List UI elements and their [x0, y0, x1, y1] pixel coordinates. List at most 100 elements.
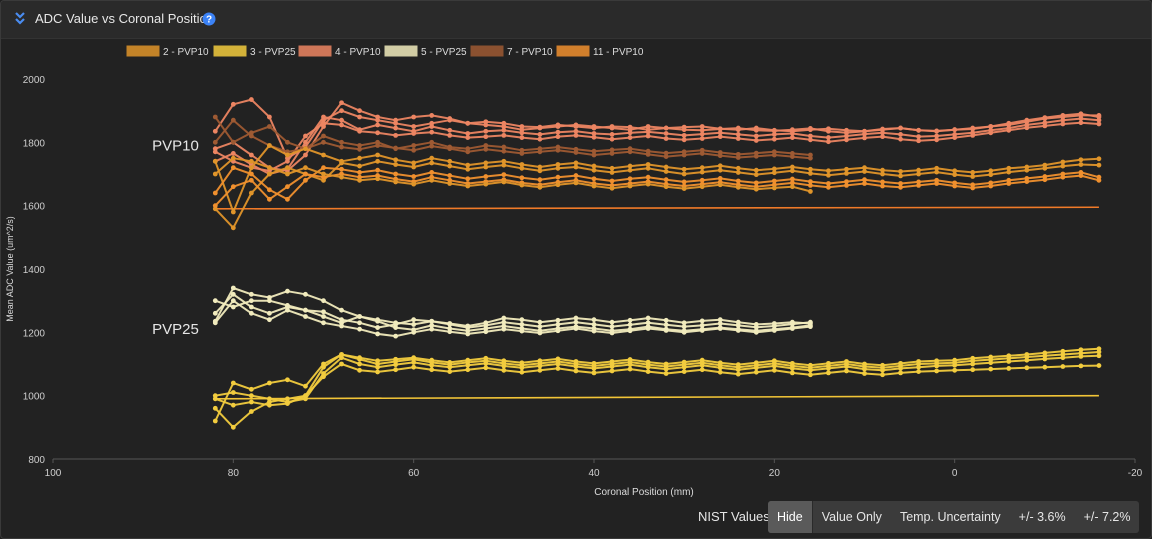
- data-point: [483, 174, 489, 179]
- data-point: [699, 136, 705, 141]
- data-point: [393, 325, 399, 330]
- legend-swatch: [384, 45, 418, 57]
- data-point: [248, 177, 254, 183]
- data-point: [753, 180, 759, 186]
- data-point: [663, 371, 669, 376]
- data-point: [699, 318, 705, 324]
- data-point: [771, 185, 777, 191]
- data-point: [411, 360, 417, 365]
- data-point: [627, 167, 633, 173]
- series-line: [214, 347, 1099, 422]
- data-point: [609, 165, 615, 171]
- data-point: [555, 182, 561, 188]
- data-point: [357, 128, 362, 134]
- data-point: [898, 136, 903, 142]
- y-tick-label: 1200: [23, 328, 46, 339]
- question-circle-icon[interactable]: ?: [202, 12, 216, 26]
- data-point: [393, 362, 399, 368]
- data-point: [519, 165, 525, 171]
- data-point: [789, 370, 795, 376]
- nist-3-6-percent-button[interactable]: +/- 3.6%: [1018, 510, 1066, 524]
- data-point: [248, 399, 254, 405]
- data-point: [1096, 363, 1102, 368]
- data-point: [375, 122, 380, 128]
- series-group: [212, 158, 1102, 231]
- data-point: [934, 137, 940, 143]
- data-point: [753, 186, 759, 192]
- data-point: [1060, 174, 1066, 180]
- data-point: [411, 164, 417, 170]
- data-point: [663, 177, 669, 183]
- data-point: [321, 320, 326, 326]
- data-point: [393, 145, 399, 151]
- data-point: [357, 146, 362, 152]
- series-line: [214, 157, 811, 193]
- data-point: [789, 366, 795, 371]
- data-point: [591, 366, 597, 371]
- data-point: [808, 133, 813, 139]
- data-point: [771, 170, 777, 176]
- data-point: [699, 165, 705, 171]
- data-point: [483, 128, 489, 134]
- data-point: [735, 178, 741, 184]
- nist-hide-button[interactable]: Hide: [768, 501, 813, 533]
- data-point: [753, 365, 759, 371]
- double-chevron-down-icon[interactable]: [13, 10, 27, 26]
- data-point: [988, 130, 994, 136]
- data-point: [339, 166, 344, 172]
- data-point: [357, 320, 362, 326]
- data-point: [789, 164, 795, 170]
- data-point: [645, 320, 651, 326]
- data-point: [303, 146, 308, 152]
- series-line: [215, 354, 1099, 403]
- data-point: [681, 171, 687, 177]
- data-point: [411, 131, 417, 136]
- data-point: [898, 370, 903, 376]
- data-point: [1024, 357, 1030, 363]
- data-point: [465, 362, 471, 368]
- y-tick-label: 1000: [23, 392, 46, 403]
- data-point: [339, 361, 344, 367]
- data-point: [357, 114, 362, 120]
- data-point: [303, 152, 308, 158]
- data-point: [771, 136, 777, 142]
- data-point: [555, 129, 561, 135]
- nist-7-2-percent-button[interactable]: +/- 7.2%: [1083, 510, 1131, 524]
- series-group: [212, 117, 813, 161]
- data-point: [573, 364, 579, 369]
- data-point: [880, 134, 885, 140]
- nist-temp-uncertainty-button[interactable]: Temp. Uncertainty: [899, 510, 1001, 524]
- data-point: [248, 152, 254, 158]
- data-point: [429, 113, 435, 118]
- data-point: [465, 149, 471, 155]
- data-point: [591, 317, 597, 323]
- data-point: [303, 171, 308, 177]
- data-point: [1078, 173, 1084, 178]
- data-point: [339, 355, 344, 361]
- data-point: [555, 165, 561, 171]
- data-point: [303, 383, 308, 389]
- data-point: [303, 133, 308, 139]
- data-point: [862, 177, 867, 183]
- data-point: [501, 367, 507, 373]
- data-point: [627, 130, 633, 136]
- data-point: [591, 328, 597, 334]
- data-point: [627, 149, 633, 155]
- nist-value-only-button[interactable]: Value Only: [821, 510, 882, 524]
- data-point: [519, 151, 525, 156]
- series-line: [214, 293, 811, 332]
- data-point: [393, 132, 399, 138]
- data-point: [321, 114, 326, 120]
- data-point: [248, 409, 254, 414]
- data-point: [230, 380, 236, 386]
- data-point: [771, 127, 777, 133]
- data-point: [212, 203, 218, 209]
- data-point: [429, 129, 435, 135]
- data-point: [970, 170, 976, 175]
- data-point: [699, 127, 705, 133]
- y-tick-label: 2000: [23, 75, 46, 86]
- data-point: [267, 143, 272, 148]
- data-point: [699, 131, 705, 137]
- x-tick-label: 80: [228, 468, 240, 479]
- data-point: [393, 117, 399, 123]
